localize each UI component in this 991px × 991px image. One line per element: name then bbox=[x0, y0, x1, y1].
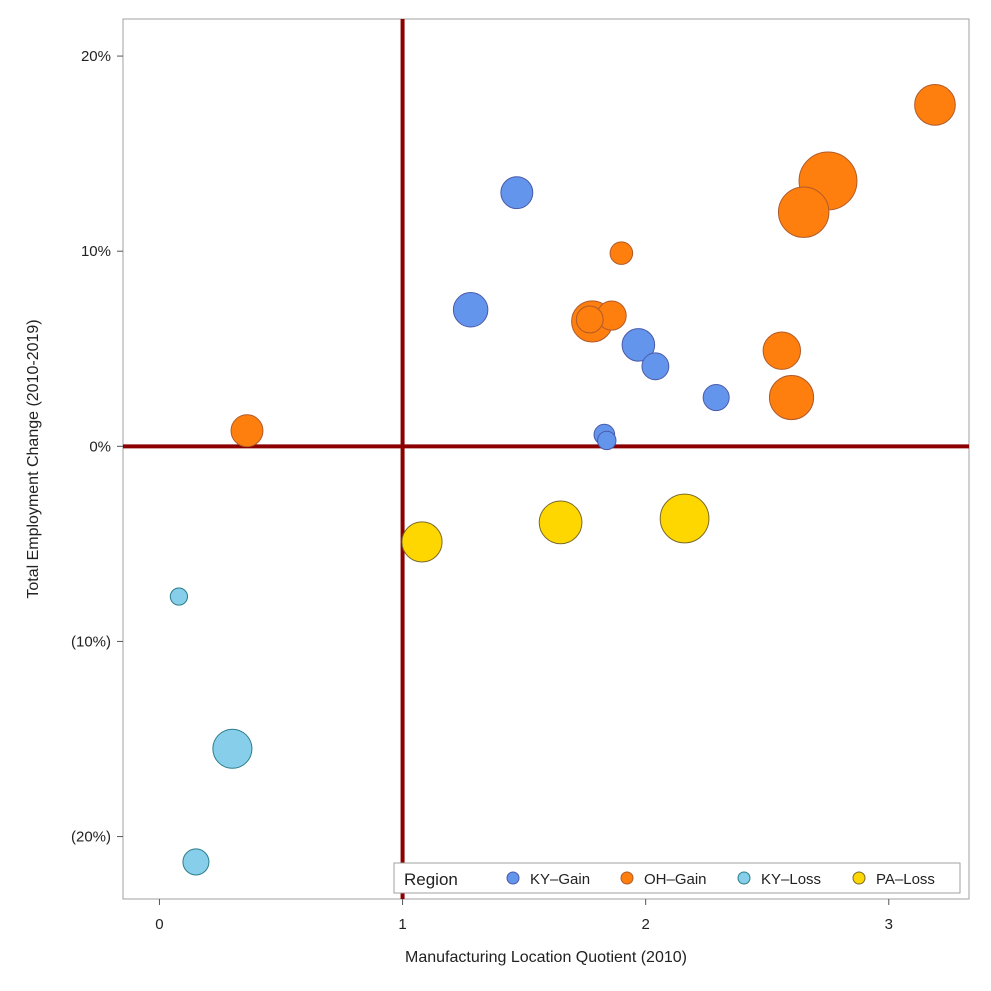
legend-label-pa-loss: PA–Loss bbox=[876, 871, 935, 888]
bubble-ky-loss-1 bbox=[169, 587, 189, 606]
x-axis: 0 1 2 3 bbox=[155, 899, 893, 933]
x-tick-label: 0 bbox=[155, 916, 163, 933]
x-axis-label: Manufacturing Location Quotient (2010) bbox=[405, 949, 687, 966]
legend-label-oh-gain: OH–Gain bbox=[644, 871, 707, 888]
bubble-ky-gain-1 bbox=[500, 176, 534, 210]
bubble-ky-gain-5 bbox=[702, 384, 730, 412]
bubble-layer bbox=[169, 84, 956, 876]
y-axis: 20% 10% 0% (10%) (20%) bbox=[71, 48, 123, 846]
legend-label-ky-gain: KY–Gain bbox=[530, 871, 590, 888]
bubble-pa-loss-2 bbox=[538, 500, 583, 545]
bubble-ky-gain-4 bbox=[641, 352, 670, 381]
reference-lines bbox=[123, 19, 969, 899]
y-tick-label: 10% bbox=[81, 243, 111, 260]
bubble-oh-gain-7 bbox=[575, 305, 604, 334]
y-tick-label: 0% bbox=[89, 438, 111, 455]
legend-box bbox=[393, 862, 961, 894]
x-tick-label: 3 bbox=[885, 916, 893, 933]
bubble-oh-gain-8 bbox=[762, 331, 802, 370]
y-tick-label: 20% bbox=[81, 48, 111, 65]
legend-marker-ky-gain bbox=[506, 871, 520, 885]
bubble-oh-gain-4 bbox=[609, 241, 634, 265]
bubble-ky-gain-7 bbox=[597, 430, 617, 451]
x-tick-label: 2 bbox=[642, 916, 650, 933]
bubble-oh-gain-9 bbox=[768, 374, 815, 421]
bubble-pa-loss-3 bbox=[659, 493, 710, 544]
legend-marker-oh-gain bbox=[620, 871, 634, 885]
plot-area bbox=[122, 18, 970, 900]
bubble-ky-loss-3 bbox=[182, 848, 210, 876]
y-axis-label: Total Employment Change (2010-2019) bbox=[25, 319, 42, 598]
bubble-oh-gain-1 bbox=[914, 84, 956, 126]
bubble-oh-gain-10 bbox=[230, 414, 264, 448]
x-tick-label: 1 bbox=[398, 916, 406, 933]
legend-label-ky-loss: KY–Loss bbox=[761, 871, 821, 888]
y-tick-label: (10%) bbox=[71, 633, 111, 650]
legend: Region KY–Gain OH–Gain KY–Loss PA–Loss bbox=[393, 862, 961, 894]
bubble-ky-loss-2 bbox=[212, 728, 253, 769]
y-tick-label: (20%) bbox=[71, 829, 111, 846]
legend-title: Region bbox=[404, 870, 458, 889]
bubble-ky-gain-2 bbox=[452, 291, 489, 328]
legend-marker-ky-loss bbox=[737, 871, 751, 885]
bubble-pa-loss-1 bbox=[401, 521, 443, 563]
bubble-ky-gain-3 bbox=[621, 328, 656, 362]
legend-marker-pa-loss bbox=[852, 871, 866, 885]
bubble-oh-gain-3 bbox=[777, 186, 830, 238]
